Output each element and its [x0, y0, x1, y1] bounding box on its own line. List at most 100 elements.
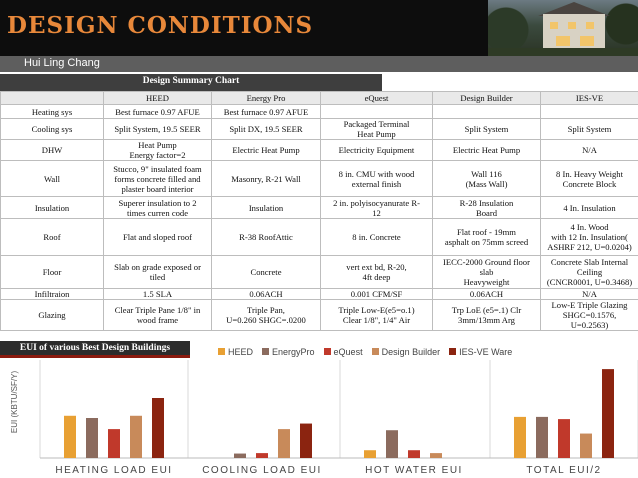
y-axis-label: EUI (KBTU/SF/Y) [10, 371, 19, 434]
photo-window [550, 22, 558, 29]
table-header-cell: HEED [103, 91, 212, 105]
row-label-cell: Wall [0, 160, 104, 197]
chart-bar [602, 369, 614, 458]
table-cell: 4 In. Wood with 12 In. Insulation(ASHRF 2… [540, 218, 638, 256]
chart-title: EUI of various Best Design Buildings [19, 343, 171, 353]
author-bar: Hui Ling Chang [0, 56, 638, 72]
chart-bar [536, 416, 548, 458]
legend-item: Design Builder [371, 347, 441, 357]
table-header-cell: Design Builder [432, 91, 541, 105]
chart-bar [86, 418, 98, 458]
chart-bar [152, 398, 164, 458]
table-cell: N/A [540, 139, 638, 161]
table-cell: Clear Triple Pane 1/8" in wood frame [103, 299, 212, 331]
page-title: DESIGN CONDITIONS [7, 12, 314, 39]
legend-swatch [449, 348, 457, 355]
legend-label: IES-VE Ware [459, 347, 513, 357]
legend-label: HEED [228, 347, 254, 357]
summary-title: Design Summary Chart [142, 76, 240, 86]
x-tick-label: TOTAL EUI/2 [526, 465, 601, 476]
table-body: Heating sys Best furnace 0.97 AFUE Best fu… [0, 104, 638, 331]
author-name: Hui Ling Chang [24, 57, 100, 69]
table-row: DHW Heat Pump Energy factor=2 Electric Heat… [0, 139, 638, 161]
chart-bar [256, 453, 268, 458]
table-header-row: HEED Energy Pro eQuest Design Builder IE… [0, 91, 638, 105]
table-cell: Split System, 19.5 SEER [103, 118, 212, 140]
table-cell: Concrete [211, 255, 321, 289]
table-cell: Trp LoE (e5=.1) Clr 3mm/13mm Arg [432, 299, 541, 331]
chart-bar [364, 450, 376, 458]
legend-swatch [371, 348, 379, 355]
chart-bar [558, 419, 570, 458]
chart-bar [300, 423, 312, 458]
chart-bar [430, 453, 442, 458]
legend-swatch [218, 348, 225, 355]
row-label-cell: Insulation [0, 196, 104, 219]
legend-item: HEED [218, 347, 253, 357]
table-cell: Electric Heat Pump [211, 139, 321, 161]
table-cell: Best furnace 0.97 AFUE [211, 104, 321, 119]
x-tick-label: HOT WATER EUI [365, 465, 463, 476]
table-row: Floor Slab on grade exposed or tiled Concre… [0, 255, 638, 289]
chart-bar [408, 450, 420, 458]
table-row: Roof Flat and sloped roof R-38 RoofAttic 8 … [0, 218, 638, 256]
eui-bar-chart: EUI (KBTU/SF/Y) HEATING LOAD EUI COOLING L… [10, 360, 638, 476]
table-cell: Low-E Triple Glazing SHGC=0.1576, U=0.256… [540, 299, 638, 331]
table-row: Insulation Superer insulation to 2 times c… [0, 196, 638, 219]
table-cell: Concrete Slab Internal Ceiling (CNCR0001, … [540, 255, 638, 289]
photo-window [580, 36, 594, 46]
table-header-cell [0, 91, 104, 105]
table-cell: Flat roof - 19mm asphalt on 75mm screed [432, 218, 541, 256]
table-cell: 0.06ACH [211, 288, 321, 300]
chart-bar [580, 433, 592, 458]
row-label-cell: DHW [0, 139, 104, 161]
table-cell: Flat and sloped roof [103, 218, 212, 256]
row-label-cell: Infiltraion [0, 288, 104, 300]
row-label-cell: Floor [0, 255, 104, 289]
table-cell: 4 In. Insulation [540, 196, 638, 219]
summary-title-bar: Design Summary Chart [0, 74, 382, 91]
table-cell: N/A [540, 288, 638, 300]
table-row: Infiltraion 1.5 SLA 0.06ACH 0.001 CFM/SF 0.0… [0, 288, 638, 300]
table-cell: 0.001 CFM/SF [320, 288, 433, 300]
legend-label: EnergyPro [272, 347, 315, 357]
x-tick-label: HEATING LOAD EUI [55, 465, 172, 476]
table-cell: 1.5 SLA [103, 288, 212, 300]
photo-window [568, 22, 576, 29]
table-cell: Split System [540, 118, 638, 140]
chart-bar [278, 429, 290, 458]
table-row: Cooling sys Split System, 19.5 SEER Split … [0, 118, 638, 140]
photo-ground [488, 48, 638, 56]
legend-label: Design Builder [381, 347, 441, 357]
chart-bar [64, 415, 76, 458]
chart-legend: HEED EnergyPro eQuest Design Builder IES-VE … [218, 347, 521, 359]
table-cell: 8 in. CMU with wood external finish [320, 160, 433, 197]
legend-swatch [262, 348, 270, 355]
table-cell: IECC-2000 Ground floor slab Heavyweight [432, 255, 541, 289]
house-photo [488, 0, 638, 56]
table-cell: Best furnace 0.97 AFUE [103, 104, 212, 119]
table-header-cell: Energy Pro [211, 91, 321, 105]
photo-window [556, 36, 570, 46]
photo-roof [538, 2, 610, 16]
chart-bar [130, 415, 142, 458]
photo-house [543, 14, 605, 54]
chart-title-bar: EUI of various Best Design Buildings [0, 341, 190, 358]
table-cell: Split System [432, 118, 541, 140]
table-cell: Insulation [211, 196, 321, 219]
legend-item: EnergyPro [262, 347, 315, 357]
table-cell: Electricity Equipment [320, 139, 433, 161]
table-cell: Electric Heat Pump [432, 139, 541, 161]
table-cell: Heat Pump Energy factor=2 [103, 139, 212, 161]
table-cell: vert ext bd, R-20, 4ft deep [320, 255, 433, 289]
photo-window [586, 22, 594, 29]
row-label-cell: Roof [0, 218, 104, 256]
table-cell: R-28 Insulation Board [432, 196, 541, 219]
row-label-cell: Heating sys [0, 104, 104, 119]
row-label-cell: Glazing [0, 299, 104, 331]
table-cell: Triple Pan, U=0.260 SHGC=.0200 [211, 299, 321, 331]
table-cell: 8 in. Concrete [320, 218, 433, 256]
chart-bar [234, 453, 246, 458]
table-cell [432, 104, 541, 119]
table-cell: Stucco, 9" insulated foam forms concrete … [103, 160, 212, 197]
